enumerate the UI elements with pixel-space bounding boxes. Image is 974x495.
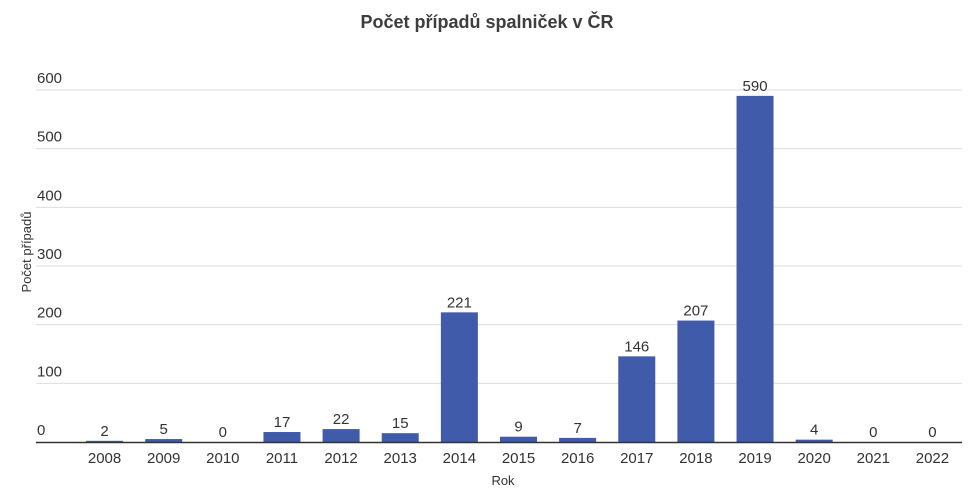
x-tick-label: 2012 — [324, 450, 357, 467]
data-label: 0 — [928, 424, 936, 441]
bar — [145, 439, 183, 442]
x-tick-labels: 2008 2009 2010 2011 2012 2013 2014 2015 2016 2017… — [88, 450, 949, 467]
chart-title: Počet případů spalniček v ČR — [360, 12, 614, 32]
y-axis-label: Počet případů — [19, 212, 34, 293]
data-label: 7 — [573, 420, 581, 437]
x-tick-label: 2008 — [88, 450, 121, 467]
y-tick-label: 500 — [37, 129, 62, 146]
y-tick-label: 200 — [37, 305, 62, 322]
x-tick-label: 2016 — [561, 450, 594, 467]
bar — [618, 356, 656, 442]
data-label: 0 — [219, 424, 227, 441]
bar — [500, 436, 537, 442]
x-tick-label: 2022 — [916, 450, 949, 467]
bar — [263, 432, 301, 442]
bar — [677, 320, 715, 442]
data-label: 4 — [810, 422, 818, 439]
x-tick-label: 2019 — [738, 450, 771, 467]
x-tick-label: 2017 — [620, 450, 653, 467]
bar — [322, 429, 360, 442]
data-label: 590 — [743, 78, 768, 95]
bar — [795, 439, 833, 442]
data-label: 17 — [274, 414, 291, 431]
bar — [86, 440, 124, 442]
bar — [736, 95, 774, 442]
x-axis-label: Rok — [491, 473, 515, 488]
bars — [86, 95, 833, 442]
x-tick-label: 2015 — [502, 450, 535, 467]
bar — [381, 433, 419, 442]
y-tick-label: 0 — [37, 422, 45, 439]
x-tick-label: 2013 — [384, 450, 417, 467]
data-label: 221 — [447, 294, 472, 311]
x-tick-label: 2020 — [797, 450, 830, 467]
data-label: 0 — [869, 424, 877, 441]
data-label: 9 — [514, 419, 522, 436]
data-label: 5 — [160, 421, 168, 438]
data-label: 15 — [392, 415, 409, 432]
bar — [440, 312, 478, 442]
x-tick-label: 2011 — [266, 450, 298, 467]
gridlines — [36, 89, 962, 384]
y-tick-label: 100 — [37, 363, 62, 380]
x-tick-label: 2010 — [206, 450, 239, 467]
x-tick-label: 2014 — [443, 450, 476, 467]
x-tick-label: 2018 — [679, 450, 712, 467]
data-label: 2 — [100, 423, 108, 440]
x-tick-label: 2009 — [147, 450, 180, 467]
y-tick-label: 600 — [37, 70, 62, 87]
bar — [559, 437, 597, 442]
data-label: 146 — [624, 338, 649, 355]
y-tick-label: 400 — [37, 187, 62, 204]
data-labels: 2 5 0 17 22 15 221 9 7 146 207 590 4 0 0 — [100, 78, 936, 441]
y-tick-label: 300 — [37, 246, 62, 263]
data-label: 22 — [333, 411, 350, 428]
data-label: 207 — [683, 303, 708, 320]
x-tick-label: 2021 — [857, 450, 890, 467]
y-tick-labels: 0 100 200 300 400 500 600 — [37, 70, 62, 439]
